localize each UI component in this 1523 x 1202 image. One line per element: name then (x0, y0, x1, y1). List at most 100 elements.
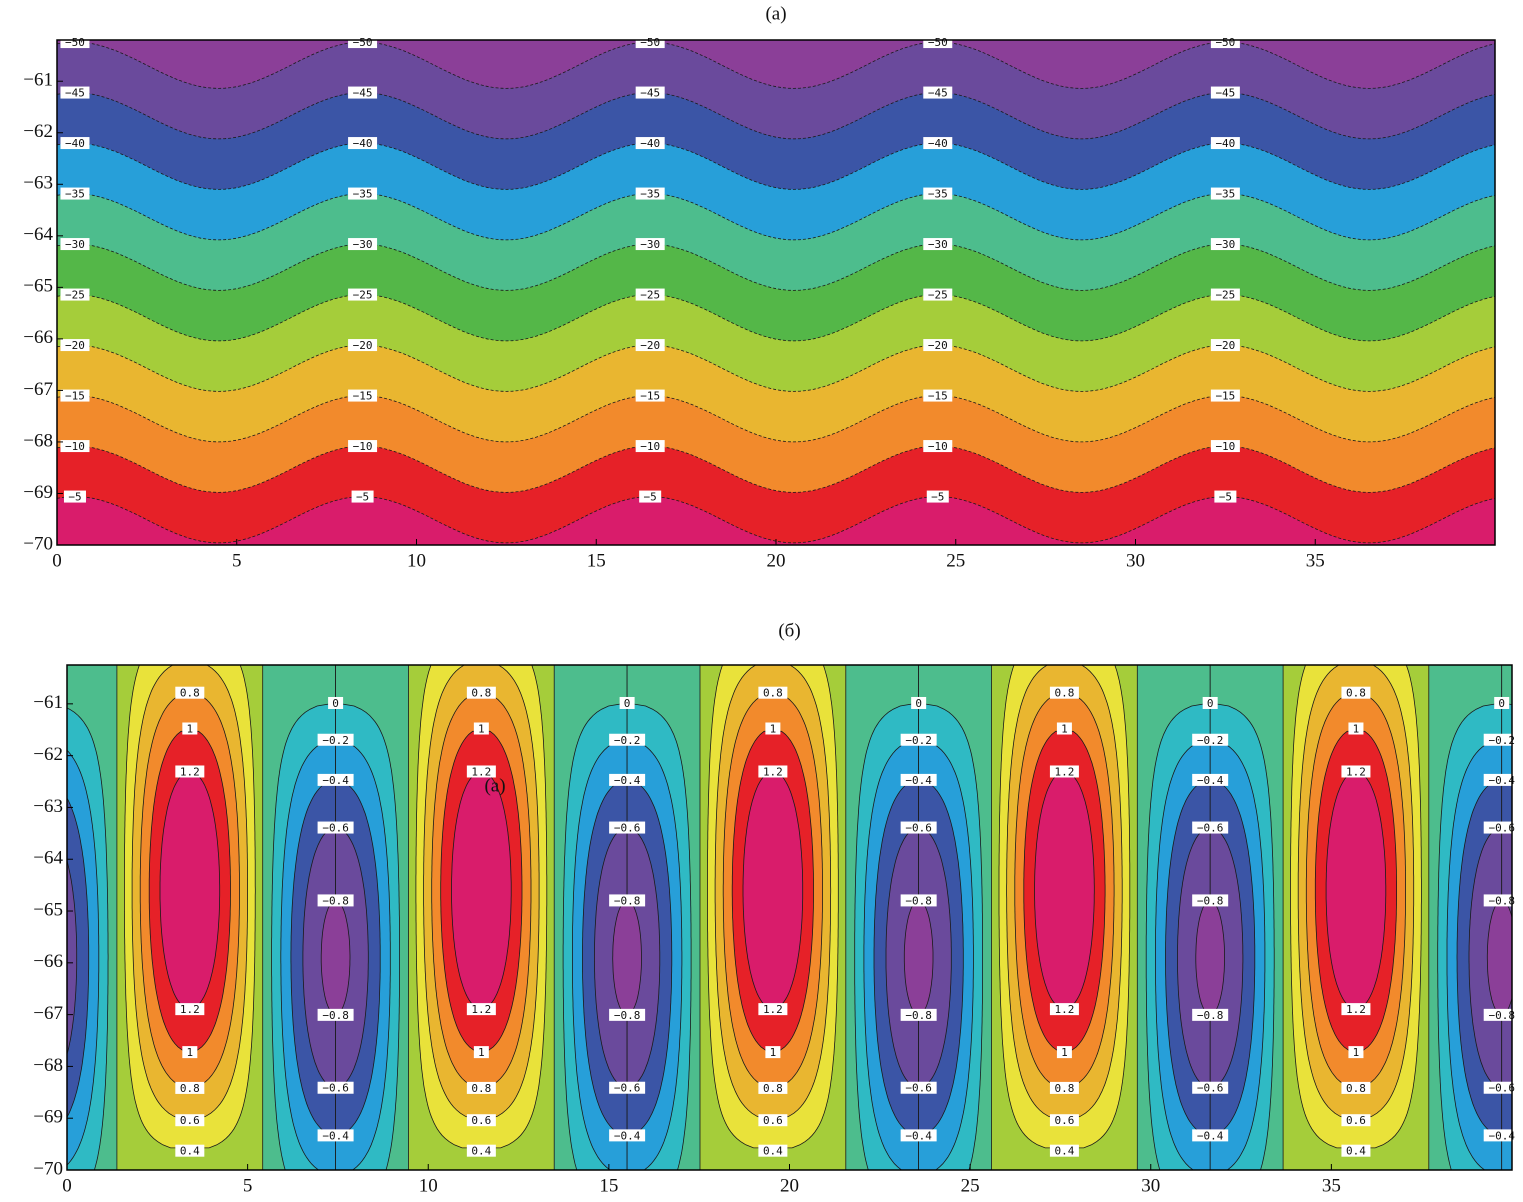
contour-label: −30 (353, 238, 373, 251)
contour-label: 0.6 (180, 1114, 200, 1127)
contour-label: −0.8 (1488, 1009, 1515, 1022)
y-tick-label: −63 (23, 173, 53, 194)
contour-label: −40 (928, 137, 948, 150)
contour-band (57, 496, 1495, 545)
contour-label: −0.8 (614, 894, 641, 907)
contour-label: −0.4 (1488, 1129, 1515, 1142)
contour-label: −0.2 (1197, 734, 1224, 747)
contour-label-box (635, 440, 665, 453)
y-tick-label: −62 (33, 744, 63, 765)
contour-label: 0.4 (180, 1145, 200, 1158)
y-tick-label: −69 (23, 482, 53, 503)
contour-label: −0.8 (905, 894, 932, 907)
contour-label: −15 (928, 390, 948, 403)
contour-label-box (609, 1081, 646, 1094)
contour-label: 0.4 (1054, 1145, 1074, 1158)
contour-label-box (317, 733, 354, 746)
contour-label-box (1341, 1144, 1371, 1157)
contour-label-box (758, 686, 788, 699)
contour-label: −25 (928, 289, 948, 302)
contour-label-box (348, 137, 378, 150)
contour-label-box (175, 686, 205, 699)
contour-label: −0.4 (322, 1129, 349, 1142)
contour-label-box (1483, 773, 1520, 786)
contour-label: 0.6 (1346, 1114, 1366, 1127)
contour-label: −45 (353, 87, 373, 100)
contour-label-box (609, 773, 646, 786)
contour-label-box (1483, 1008, 1520, 1021)
contour-label-box (635, 137, 665, 150)
y-tick-label: −62 (23, 121, 53, 142)
contour-band (1325, 771, 1387, 1010)
contour-label-box (1049, 1144, 1079, 1157)
contour-label-box (348, 339, 378, 352)
contour-label: 0.6 (1054, 1114, 1074, 1127)
contour-label-box (317, 773, 354, 786)
contour-label: −30 (640, 238, 660, 251)
contour-band (159, 771, 221, 1010)
contour-label: −45 (640, 87, 660, 100)
contour-label-box (466, 765, 496, 778)
contour-label-box (639, 490, 662, 503)
contour-label: −0.4 (1197, 1129, 1224, 1142)
contour-label: −0.4 (905, 774, 932, 787)
contour-label-box (1192, 1008, 1229, 1021)
contour-band (1034, 771, 1095, 1010)
contour-label: 0.8 (1054, 1082, 1074, 1095)
contour-label: 0.8 (471, 687, 491, 700)
x-tick-label: 15 (599, 1175, 618, 1196)
contour-label-box (348, 187, 378, 200)
contour-label-box (1483, 1081, 1520, 1094)
contour-label: 0.8 (1054, 687, 1074, 700)
contour-label: −0.4 (614, 1129, 641, 1142)
x-tick-label: 10 (419, 1175, 438, 1196)
contour-label-box (923, 440, 953, 453)
x-tick-label: 0 (52, 550, 62, 571)
contour-label-box (1210, 440, 1240, 453)
y-tick-label: −70 (23, 533, 53, 554)
contour-label: −35 (928, 188, 948, 201)
contour-label-box (619, 696, 635, 709)
contour-label: −0.2 (1488, 734, 1515, 747)
contour-label-box (911, 696, 927, 709)
contour-label: 1 (478, 722, 485, 735)
contour-label: −25 (1215, 289, 1235, 302)
contour-label-box (1192, 821, 1229, 834)
contour-label: 0.8 (763, 1082, 783, 1095)
contour-label: 1 (187, 1046, 194, 1059)
contour-label-box (923, 86, 953, 99)
y-tick-label: −61 (33, 692, 63, 713)
contour-label-box (348, 86, 378, 99)
contour-label: −0.8 (905, 1009, 932, 1022)
contour-label-box (926, 490, 949, 503)
contour-label-box (1192, 1129, 1229, 1142)
contour-label-box (1049, 1114, 1079, 1127)
contour-label-box (60, 187, 90, 200)
contour-label-box (348, 389, 378, 402)
contour-label-box (923, 36, 953, 49)
contour-label: −0.8 (614, 1009, 641, 1022)
contour-label: −10 (1215, 440, 1235, 453)
x-tick-label: 35 (1306, 550, 1325, 571)
contour-label-box (60, 36, 90, 49)
contour-label: −0.4 (322, 774, 349, 787)
contour-label: −40 (640, 137, 660, 150)
contour-label-box (900, 773, 937, 786)
contour-label-box (923, 187, 953, 200)
annotation: (a) (484, 775, 505, 796)
contour-label: −40 (1215, 137, 1235, 150)
contour-label-box (609, 1008, 646, 1021)
y-tick-label: −64 (23, 224, 53, 245)
x-tick-label: 5 (232, 550, 242, 571)
contour-label: −10 (640, 440, 660, 453)
contour-label-box (473, 1046, 489, 1059)
contour-label: −0.6 (905, 822, 932, 835)
contour-label: 1 (1061, 722, 1068, 735)
contour-label: −35 (1215, 188, 1235, 201)
contour-label-box (60, 288, 90, 301)
contour-band (451, 771, 512, 1010)
chart-title: (б) (778, 620, 800, 641)
contour-label-box (1192, 894, 1229, 907)
contour-label: −30 (928, 238, 948, 251)
contour-label-box (765, 722, 781, 735)
